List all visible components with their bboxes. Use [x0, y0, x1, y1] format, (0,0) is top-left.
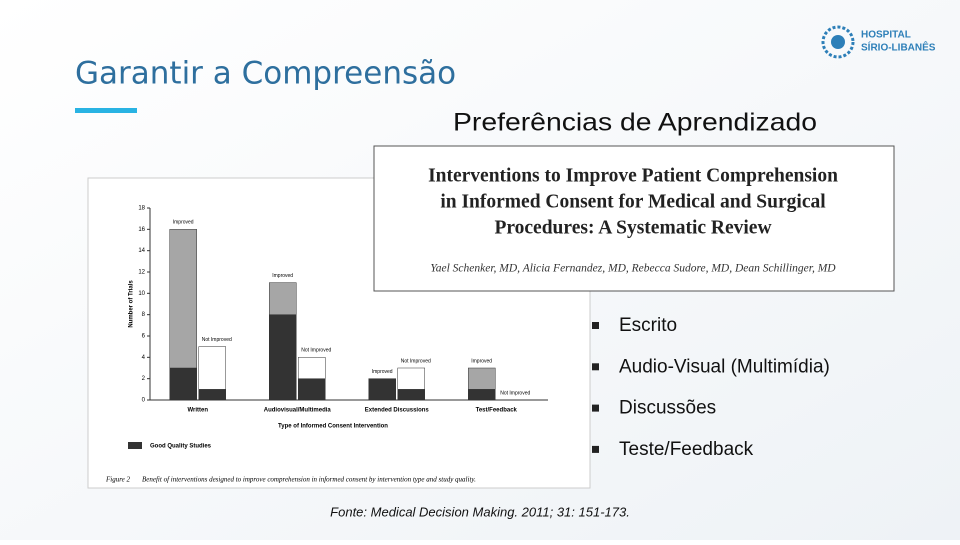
y-tick-label: 10 — [138, 291, 145, 297]
slide-title: Garantir a Compreensão — [75, 56, 456, 92]
bar-label: Not Improved — [202, 337, 232, 343]
bar-label: Not Improved — [500, 390, 530, 396]
subtitle: Preferências de Aprendizado — [453, 109, 817, 137]
y-tick-label: 12 — [138, 270, 145, 276]
bar-label: Improved — [372, 369, 393, 375]
caption: Benefit of interventions designed to imp… — [142, 476, 476, 484]
y-tick-label: 4 — [142, 355, 146, 361]
y-axis-label: Number of Trials — [129, 280, 135, 328]
bullet-text: Teste/Feedback — [619, 439, 754, 460]
x-tick-label: Written — [187, 408, 208, 414]
bar-label: Not Improved — [301, 348, 331, 354]
x-axis-label: Type of Informed Consent Intervention — [278, 424, 388, 430]
bar-segment — [397, 367, 425, 390]
y-tick-label: 8 — [142, 312, 146, 318]
paper-title: Interventions to Improve Patient Compreh… — [428, 165, 838, 186]
bullet-marker — [592, 445, 599, 453]
bar-segment — [198, 389, 226, 401]
logo-icon — [831, 35, 845, 49]
paper-box — [373, 145, 895, 292]
title-underline — [75, 108, 137, 113]
legend-label: Good Quality Studies — [150, 444, 212, 450]
bar-label: Improved — [272, 273, 293, 279]
y-tick-label: 14 — [138, 248, 145, 254]
logo-icon — [821, 25, 855, 59]
bar-segment — [368, 378, 396, 401]
bar-segment — [269, 282, 297, 315]
bar-segment — [269, 314, 297, 401]
bullet-text: Audio-Visual (Multimídia) — [619, 356, 830, 377]
paper-authors: Yael Schenker, MD, Alicia Fernandez, MD,… — [430, 263, 836, 275]
bar-segment — [298, 357, 326, 379]
bar-segment — [468, 367, 496, 390]
legend-swatch — [128, 442, 142, 449]
bullet-marker — [592, 322, 599, 329]
bar-segment — [468, 389, 496, 401]
bar-segment — [169, 229, 197, 369]
caption-label: Figure 2 — [105, 476, 131, 484]
bar-label: Not Improved — [401, 358, 431, 364]
y-tick-label: 6 — [142, 334, 146, 340]
bar-segment — [198, 346, 226, 390]
x-tick-label: Audiovisual/Multimedia — [264, 408, 332, 414]
bar-segment — [169, 367, 197, 401]
y-tick-label: 18 — [138, 206, 145, 212]
paper-title: in Informed Consent for Medical and Surg… — [440, 191, 826, 212]
bar-label: Improved — [471, 358, 492, 364]
source: Fonte: Medical Decision Making. 2011; 31… — [330, 504, 630, 519]
x-tick-label: Extended Discussions — [365, 408, 430, 414]
logo-text: HOSPITAL — [861, 30, 911, 41]
bullet-text: Escrito — [619, 315, 677, 336]
bar-label: Improved — [173, 220, 194, 226]
bullet-marker — [592, 363, 599, 371]
logo-text: SÍRIO-LIBANÊS — [861, 41, 936, 54]
bullet-marker — [592, 404, 599, 412]
y-tick-label: 2 — [142, 376, 146, 382]
bar-segment — [298, 378, 326, 401]
bullet-text: Discussões — [619, 398, 716, 419]
bar-segment — [397, 389, 425, 401]
x-tick-label: Test/Feedback — [476, 408, 518, 414]
paper-title: Procedures: A Systematic Review — [494, 217, 771, 238]
y-tick-label: 0 — [142, 398, 146, 404]
y-tick-label: 16 — [138, 227, 145, 233]
